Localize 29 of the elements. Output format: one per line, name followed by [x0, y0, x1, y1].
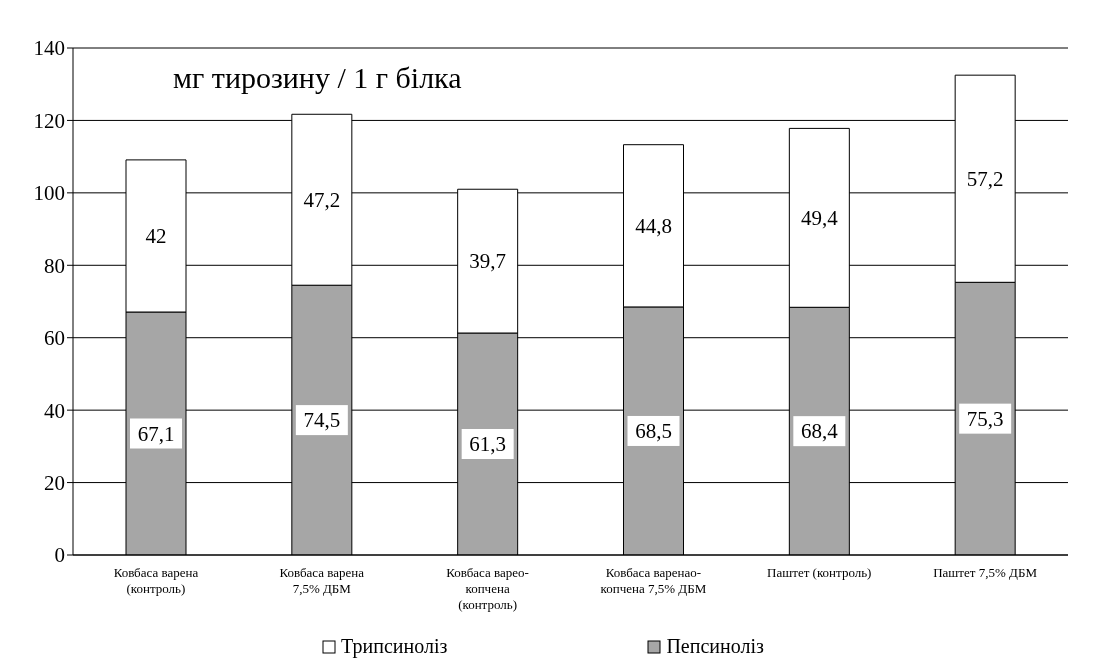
- legend-label: Трипсиноліз: [341, 635, 448, 658]
- x-tick-label: Паштет (контроль): [767, 565, 872, 580]
- y-tick-label: 0: [54, 543, 65, 568]
- chart-title: мг тирозину / 1 г білка: [173, 61, 462, 94]
- y-tick-label: 40: [44, 398, 65, 423]
- data-label: 68,5: [635, 418, 672, 443]
- x-tick-label: Ковбаса варенао-копчена 7,5% ДБМ: [600, 565, 707, 596]
- data-label: 42: [145, 223, 167, 248]
- legend-label: Пепсиноліз: [666, 635, 764, 658]
- y-tick-label: 60: [44, 326, 65, 351]
- y-tick-label: 80: [44, 253, 65, 278]
- data-label: 39,7: [469, 249, 507, 274]
- data-label: 75,3: [966, 406, 1004, 431]
- data-label: 47,2: [303, 187, 341, 212]
- data-label: 61,3: [469, 432, 507, 456]
- data-label: 74,5: [303, 408, 341, 433]
- y-tick-label: 20: [44, 471, 65, 496]
- x-tick-label: Ковбаса варена 7,5% ДБМ: [279, 565, 365, 596]
- data-label: 49,4: [800, 205, 839, 230]
- data-label: 68,4: [800, 419, 839, 444]
- y-tick-label: 140: [33, 36, 65, 61]
- data-label: 67,1: [137, 421, 175, 446]
- x-tick-label: Паштет 7,5% ДБМ: [933, 565, 1038, 580]
- x-tick-label: Ковбаса варео-копчена (контроль): [446, 565, 529, 612]
- x-tick-label: Ковбаса варена (контроль): [113, 565, 199, 596]
- data-label: 57,2: [966, 166, 1004, 191]
- y-tick-label: 120: [33, 108, 65, 133]
- data-label: 44,8: [635, 213, 672, 238]
- y-tick-label: 100: [33, 181, 65, 206]
